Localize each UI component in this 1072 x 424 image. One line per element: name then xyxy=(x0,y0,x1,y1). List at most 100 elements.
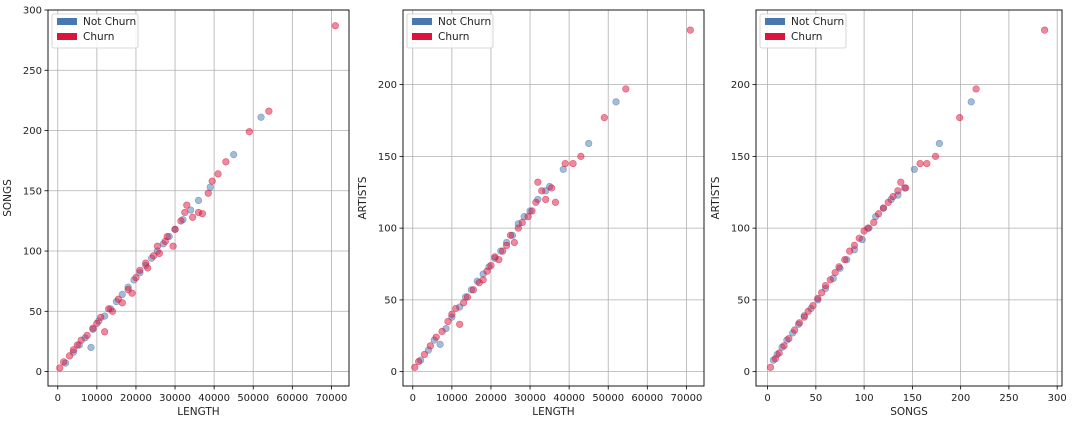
y-tick-label: 50 xyxy=(384,295,397,306)
x-axis-label: LENGTH xyxy=(532,406,574,418)
churn-point xyxy=(916,159,924,168)
churn-point xyxy=(826,276,834,284)
churn-point xyxy=(483,267,491,275)
churn-point xyxy=(456,320,464,328)
churn-point xyxy=(93,319,101,327)
churn-point xyxy=(444,317,452,326)
y-tick-label: 100 xyxy=(23,247,42,258)
y-tick-label: 150 xyxy=(23,186,42,197)
legend-swatch-not-churn xyxy=(412,18,432,25)
x-tick-label: 0 xyxy=(410,393,416,404)
legend-swatch-not-churn xyxy=(57,18,77,25)
y-tick-label: 50 xyxy=(29,307,42,318)
churn-point xyxy=(222,158,230,166)
not-churn-point xyxy=(230,151,238,159)
churn-point xyxy=(569,159,577,168)
churn-point xyxy=(155,249,164,258)
not-churn-point xyxy=(967,98,975,106)
x-tick-label: 30000 xyxy=(514,393,546,404)
y-tick-label: 150 xyxy=(378,152,397,163)
churn-point xyxy=(771,355,779,363)
churn-point xyxy=(538,187,546,195)
y-axis-label: ARTISTS xyxy=(357,176,369,219)
churn-point xyxy=(171,225,179,233)
churn-point xyxy=(118,299,126,307)
churn-point xyxy=(884,198,892,206)
not-churn-point xyxy=(436,340,444,348)
churn-point xyxy=(931,152,940,160)
churn-point xyxy=(835,263,843,271)
churn-point xyxy=(864,224,872,232)
churn-point xyxy=(766,363,775,371)
churn-point xyxy=(183,201,191,209)
panel-2: 0 10000 20000 30000 40000 50000 60000 70000 0 50 1… xyxy=(357,9,705,418)
churn-point xyxy=(804,307,812,315)
not-churn-point xyxy=(935,139,944,148)
x-tick-label: 0 xyxy=(55,393,61,404)
points xyxy=(766,26,1049,371)
y-tick-label: 200 xyxy=(23,126,42,137)
churn-point xyxy=(132,273,140,282)
churn-point xyxy=(452,304,460,313)
legend-label-not-churn: Not Churn xyxy=(791,16,844,28)
churn-point xyxy=(791,326,799,334)
churn-point xyxy=(850,241,859,249)
churn-point xyxy=(487,261,495,270)
churn-point xyxy=(65,352,74,360)
churn-point xyxy=(144,264,152,272)
churn-point xyxy=(69,346,78,354)
churn-point xyxy=(923,159,931,168)
churn-point xyxy=(331,22,339,30)
churn-point xyxy=(686,26,694,34)
churn-point xyxy=(800,313,808,321)
y-axis-label: SONGS xyxy=(2,179,14,217)
x-axis-label: SONGS xyxy=(890,406,928,418)
churn-point xyxy=(809,302,817,310)
x-tick-label: 20000 xyxy=(120,393,152,404)
x-tick-label: 50 xyxy=(809,393,822,404)
x-tick-label: 0 xyxy=(764,393,770,404)
x-tick-label: 40000 xyxy=(553,393,585,404)
legend-swatch-churn xyxy=(765,33,785,40)
y-tick-label: 250 xyxy=(23,66,42,77)
churn-point xyxy=(73,341,81,349)
panel-1: 0 10000 20000 30000 40000 50000 60000 70000 0 50 1… xyxy=(2,6,350,418)
x-tick-label: 70000 xyxy=(671,393,703,404)
churn-point xyxy=(189,213,197,221)
axes-frame xyxy=(47,9,350,387)
churn-point xyxy=(432,333,440,341)
churn-point xyxy=(524,213,532,221)
churn-point xyxy=(577,152,585,160)
legend-swatch-churn xyxy=(57,33,77,40)
y-axis-label: ARTISTS xyxy=(710,176,722,219)
churn-point xyxy=(821,281,830,290)
churn-point xyxy=(547,184,556,192)
legend-label-churn: Churn xyxy=(791,31,822,43)
legend-swatch-not-churn xyxy=(765,18,785,25)
y-tick-label: 100 xyxy=(731,224,750,235)
churn-point xyxy=(463,293,472,301)
y-tick-label: 150 xyxy=(731,152,750,163)
legend-label-churn: Churn xyxy=(83,31,114,43)
not-churn-point xyxy=(118,290,126,299)
churn-point xyxy=(956,114,964,122)
churn-point xyxy=(198,210,207,218)
x-tick-label: 150 xyxy=(903,393,922,404)
y-tick-label: 200 xyxy=(378,80,397,91)
axes-frame xyxy=(402,9,705,387)
churn-point xyxy=(841,256,849,264)
churn-point xyxy=(514,224,522,232)
y-tick-label: 0 xyxy=(744,367,750,378)
churn-point xyxy=(181,208,189,217)
x-tick-label: 30000 xyxy=(159,393,191,404)
churn-point xyxy=(534,178,542,186)
legend-label-churn: Churn xyxy=(438,31,469,43)
churn-point xyxy=(495,256,503,264)
y-tick-label: 200 xyxy=(731,80,750,91)
churn-point xyxy=(902,184,910,192)
churn-point xyxy=(972,85,980,93)
legend-label-not-churn: Not Churn xyxy=(83,16,136,28)
churn-point xyxy=(169,242,177,250)
churn-point xyxy=(426,342,434,350)
